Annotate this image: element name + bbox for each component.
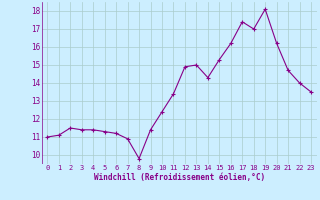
X-axis label: Windchill (Refroidissement éolien,°C): Windchill (Refroidissement éolien,°C) bbox=[94, 173, 265, 182]
